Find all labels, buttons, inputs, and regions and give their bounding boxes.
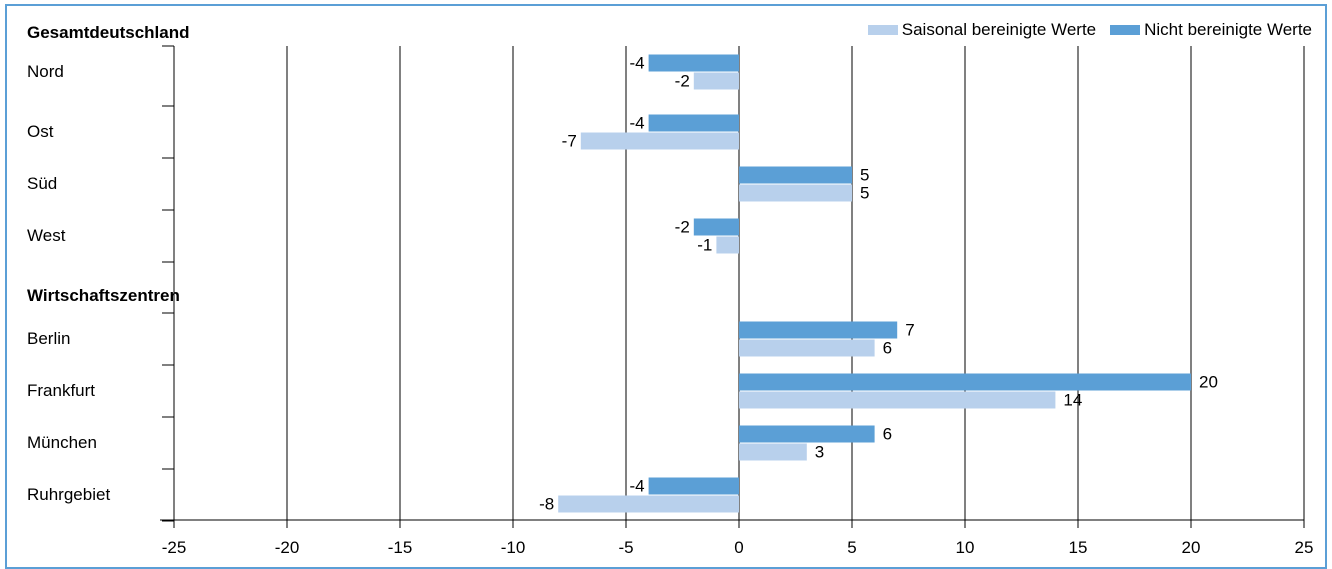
legend: Saisonal bereinigte Werte Nicht bereinig… [854, 20, 1312, 40]
data-label-frankfurt-saisonal: 14 [1063, 391, 1082, 410]
data-label-muenchen-nicht-bereinigt: 6 [883, 425, 892, 444]
bar-nord-saisonal [693, 72, 739, 90]
bar-ost-saisonal [580, 132, 739, 150]
data-label-frankfurt-nicht-bereinigt: 20 [1199, 373, 1218, 392]
data-label-muenchen-saisonal: 3 [815, 443, 824, 462]
x-tick-label: -20 [275, 538, 300, 557]
bar-berlin-nicht-bereinigt [739, 321, 898, 339]
x-tick-label: 25 [1295, 538, 1314, 557]
category-label-berlin: Berlin [27, 329, 70, 348]
category-label-west: West [27, 226, 66, 245]
data-label-ruhrgebiet-saisonal: -8 [539, 495, 554, 514]
data-label-ruhrgebiet-nicht-bereinigt: -4 [629, 477, 644, 496]
x-tick-label: 0 [734, 538, 743, 557]
data-label-ost-nicht-bereinigt: -4 [629, 114, 644, 133]
bars [558, 54, 1191, 513]
labels: -25 -20 -15 -10 -5 0 5 10 15 20 25Gesamtdeutschlan… [27, 23, 1313, 557]
category-label-frankfurt: Frankfurt [27, 381, 95, 400]
group-title-gesamtdeutschland: Gesamtdeutschland [27, 23, 190, 42]
legend-label-nicht-bereinigt: Nicht bereinigte Werte [1144, 20, 1312, 39]
bar-sued-nicht-bereinigt [739, 166, 852, 184]
bar-ruhrgebiet-saisonal [558, 495, 739, 513]
data-label-west-nicht-bereinigt: -2 [675, 218, 690, 237]
x-tick-label: -15 [388, 538, 413, 557]
bar-frankfurt-saisonal [739, 391, 1056, 409]
bar-frankfurt-nicht-bereinigt [739, 373, 1191, 391]
x-tick-label: -5 [618, 538, 633, 557]
data-label-nord-nicht-bereinigt: -4 [629, 54, 644, 73]
legend-label-saisonal: Saisonal bereinigte Werte [901, 20, 1097, 39]
x-tick-label: 20 [1182, 538, 1201, 557]
data-label-ost-saisonal: -7 [562, 132, 577, 151]
category-label-ruhrgebiet: Ruhrgebiet [27, 485, 110, 504]
legend-swatch-saisonal [867, 25, 898, 35]
data-label-west-saisonal: -1 [697, 236, 712, 255]
bar-sued-saisonal [739, 184, 852, 202]
legend-item-saisonal: Saisonal bereinigte Werte [867, 20, 1097, 40]
x-tick-label: -10 [501, 538, 526, 557]
bar-west-saisonal [716, 236, 739, 254]
data-label-nord-saisonal: -2 [675, 72, 690, 91]
legend-swatch-nicht-bereinigt [1110, 25, 1141, 35]
bar-nord-nicht-bereinigt [648, 54, 739, 72]
bar-west-nicht-bereinigt [693, 218, 739, 236]
data-label-sued-nicht-bereinigt: 5 [860, 166, 869, 185]
axes [160, 45, 1304, 522]
category-label-nord: Nord [27, 62, 64, 81]
data-label-sued-saisonal: 5 [860, 184, 869, 203]
category-label-ost: Ost [27, 122, 54, 141]
data-label-berlin-saisonal: 6 [883, 339, 892, 358]
bar-ost-nicht-bereinigt [648, 114, 739, 132]
category-label-sued: Süd [27, 174, 57, 193]
data-label-berlin-nicht-bereinigt: 7 [905, 321, 914, 340]
category-label-muenchen: München [27, 433, 97, 452]
bar-muenchen-nicht-bereinigt [739, 425, 875, 443]
x-tick-label: -25 [162, 538, 187, 557]
legend-item-nicht-bereinigt: Nicht bereinigte Werte [1110, 20, 1312, 40]
x-tick-label: 10 [956, 538, 975, 557]
bar-muenchen-saisonal [739, 443, 807, 461]
x-tick-label: 15 [1069, 538, 1088, 557]
bar-ruhrgebiet-nicht-bereinigt [648, 477, 739, 495]
group-title-wirtschaftszentren: Wirtschaftszentren [27, 286, 180, 305]
x-tick-label: 5 [847, 538, 856, 557]
bar-berlin-saisonal [739, 339, 875, 357]
